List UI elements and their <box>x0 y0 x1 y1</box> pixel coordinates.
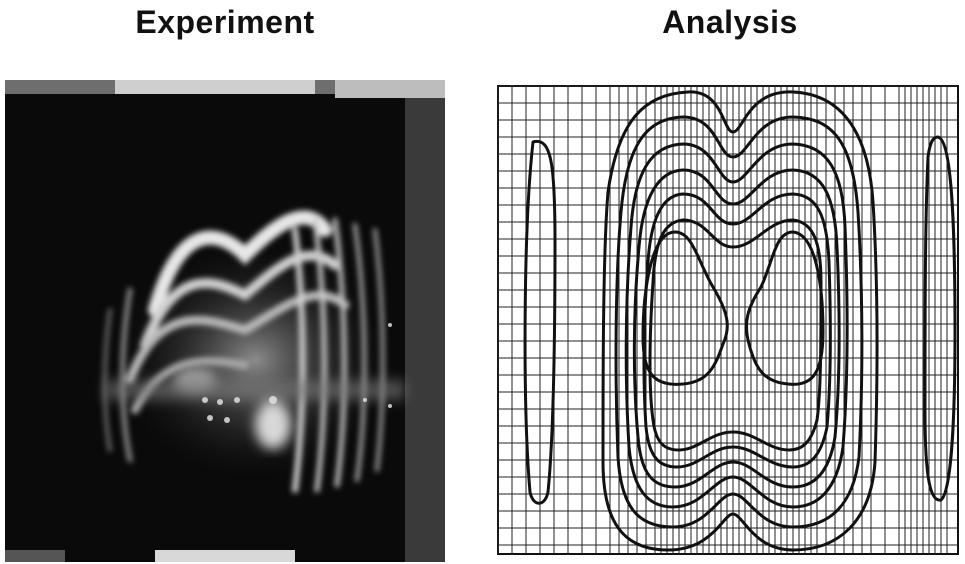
analysis-contour-plot <box>493 82 963 558</box>
contour-inner-right <box>745 230 825 386</box>
contour-lines <box>523 90 957 552</box>
contour-level-6 <box>648 218 823 452</box>
contour-level-4 <box>632 168 841 489</box>
analysis-title: Analysis <box>662 4 798 40</box>
contour-level-2 <box>614 115 864 529</box>
fringe-photograph <box>5 80 445 562</box>
contour-level-5 <box>642 192 832 469</box>
experiment-photo <box>5 80 445 562</box>
contour-level-1 <box>601 90 879 552</box>
contour-level-3 <box>624 142 849 509</box>
contour-grid-svg <box>497 85 959 555</box>
contour-side-left <box>523 139 557 505</box>
contour-inner-left <box>641 230 729 386</box>
experiment-title: Experiment <box>135 4 315 40</box>
contour-side-right <box>923 135 957 502</box>
